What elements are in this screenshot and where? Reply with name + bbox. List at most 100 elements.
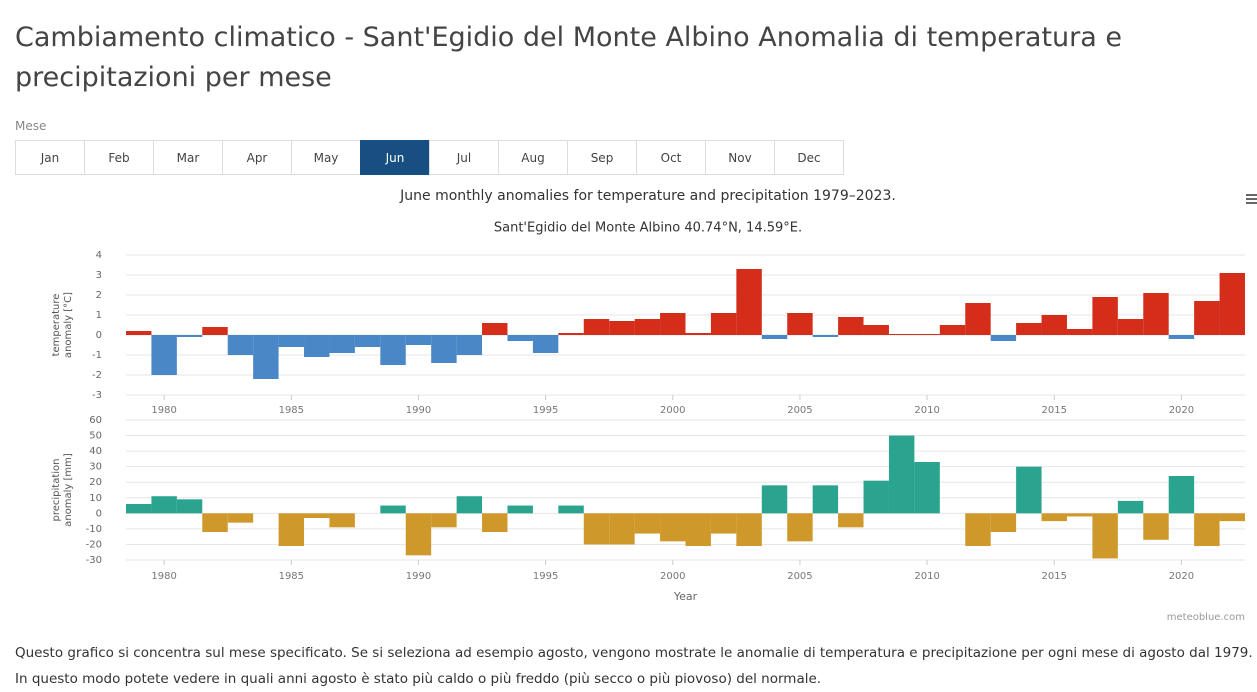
y-tick-label: 60 — [89, 415, 102, 426]
y-tick-label: -20 — [86, 539, 102, 550]
bar — [888, 334, 915, 335]
x-tick-label: 2010 — [914, 571, 939, 582]
bar — [1041, 513, 1067, 522]
bar — [558, 505, 584, 514]
y-tick-label: 4 — [96, 250, 102, 261]
bar — [660, 313, 686, 335]
chart: June monthly anomalies for temperature a… — [0, 180, 1257, 632]
bar — [1168, 476, 1195, 514]
bar — [710, 313, 737, 335]
bar — [583, 319, 610, 335]
y-tick-label: -2 — [92, 370, 102, 381]
bar — [634, 319, 661, 335]
month-tab[interactable]: Feb — [84, 140, 154, 175]
chart-background — [0, 180, 1257, 632]
bar — [507, 505, 533, 514]
bar — [1168, 335, 1195, 339]
month-tab[interactable]: Nov — [705, 140, 775, 175]
bar — [278, 335, 305, 347]
bar — [1066, 329, 1093, 335]
bar — [202, 513, 228, 532]
bar — [634, 513, 661, 534]
description: Questo grafico si concentra sul mese spe… — [15, 645, 1253, 687]
bar — [456, 496, 483, 514]
bar — [278, 513, 305, 546]
x-tick-label: 1995 — [533, 405, 558, 416]
y-axis-label-line: temperature — [51, 294, 62, 357]
month-tab[interactable]: Jul — [429, 140, 499, 175]
page-title: Cambiamento climatico - Sant'Egidio del … — [15, 22, 1122, 93]
y-tick-label: -10 — [86, 524, 102, 535]
x-tick-label: 2000 — [660, 405, 685, 416]
x-tick-label: 2000 — [660, 571, 685, 582]
bar — [456, 335, 483, 355]
bar — [914, 462, 940, 514]
month-tab[interactable]: Apr — [222, 140, 292, 175]
x-tick-label: 2015 — [1042, 405, 1067, 416]
bar — [1041, 315, 1067, 335]
bar — [329, 513, 355, 528]
bar — [176, 335, 203, 337]
bar — [1016, 466, 1042, 514]
y-tick-label: 3 — [96, 270, 102, 281]
bar — [583, 513, 610, 545]
bar — [329, 335, 355, 353]
bar — [1092, 297, 1118, 335]
bar — [1219, 273, 1245, 335]
bar — [863, 480, 889, 514]
y-axis-label-line: anomaly [°C] — [63, 292, 74, 358]
y-tick-label: -3 — [92, 390, 102, 401]
y-tick-label: 20 — [89, 477, 102, 488]
bar — [990, 335, 1017, 341]
bar — [812, 485, 839, 514]
bar — [761, 335, 788, 339]
month-tab[interactable]: Aug — [498, 140, 568, 175]
bar — [227, 513, 254, 523]
month-tab[interactable]: Jun — [360, 140, 430, 175]
month-tab[interactable]: Mar — [153, 140, 223, 175]
bar — [710, 513, 737, 534]
x-tick-label: 2015 — [1042, 571, 1067, 582]
bar — [1016, 323, 1042, 335]
credit: meteoblue.com — [1167, 612, 1245, 623]
bar — [838, 317, 864, 335]
bar — [507, 335, 533, 341]
bar — [431, 513, 457, 528]
x-tick-label: 1985 — [279, 405, 304, 416]
bar — [304, 335, 330, 357]
y-tick-label: 1 — [96, 310, 102, 321]
bar — [888, 435, 915, 514]
bar — [609, 513, 635, 545]
bar — [1117, 319, 1144, 335]
bar — [1143, 293, 1169, 335]
x-tick-label: 2010 — [914, 405, 939, 416]
bar — [660, 513, 686, 542]
menu-icon[interactable] — [1246, 194, 1257, 204]
bar — [176, 499, 203, 514]
bar — [1219, 513, 1245, 522]
y-axis-label: precipitation anomaly [mm] — [51, 453, 74, 527]
month-tab[interactable]: May — [291, 140, 361, 175]
month-tabs: Jan Feb Mar Apr May Jun Jul Aug Sep Oct Nov Dec — [15, 140, 844, 175]
bar — [736, 269, 762, 335]
y-tick-label: 30 — [89, 462, 102, 473]
bar — [787, 313, 813, 335]
month-tab[interactable]: Oct — [636, 140, 706, 175]
month-tab[interactable]: Sep — [567, 140, 637, 175]
bar — [812, 335, 839, 337]
y-tick-label: 0 — [96, 330, 102, 341]
bar — [965, 303, 991, 335]
x-tick-label: 1990 — [406, 571, 431, 582]
y-tick-label: 40 — [89, 446, 102, 457]
bar — [965, 513, 991, 546]
bar — [151, 335, 177, 375]
bar — [253, 335, 279, 379]
bar — [736, 513, 762, 546]
bar — [126, 504, 152, 514]
month-tab[interactable]: Dec — [774, 140, 844, 175]
month-tab[interactable]: Jan — [15, 140, 85, 175]
x-tick-label: 1980 — [151, 571, 176, 582]
bar — [914, 334, 940, 335]
bar — [380, 335, 406, 365]
